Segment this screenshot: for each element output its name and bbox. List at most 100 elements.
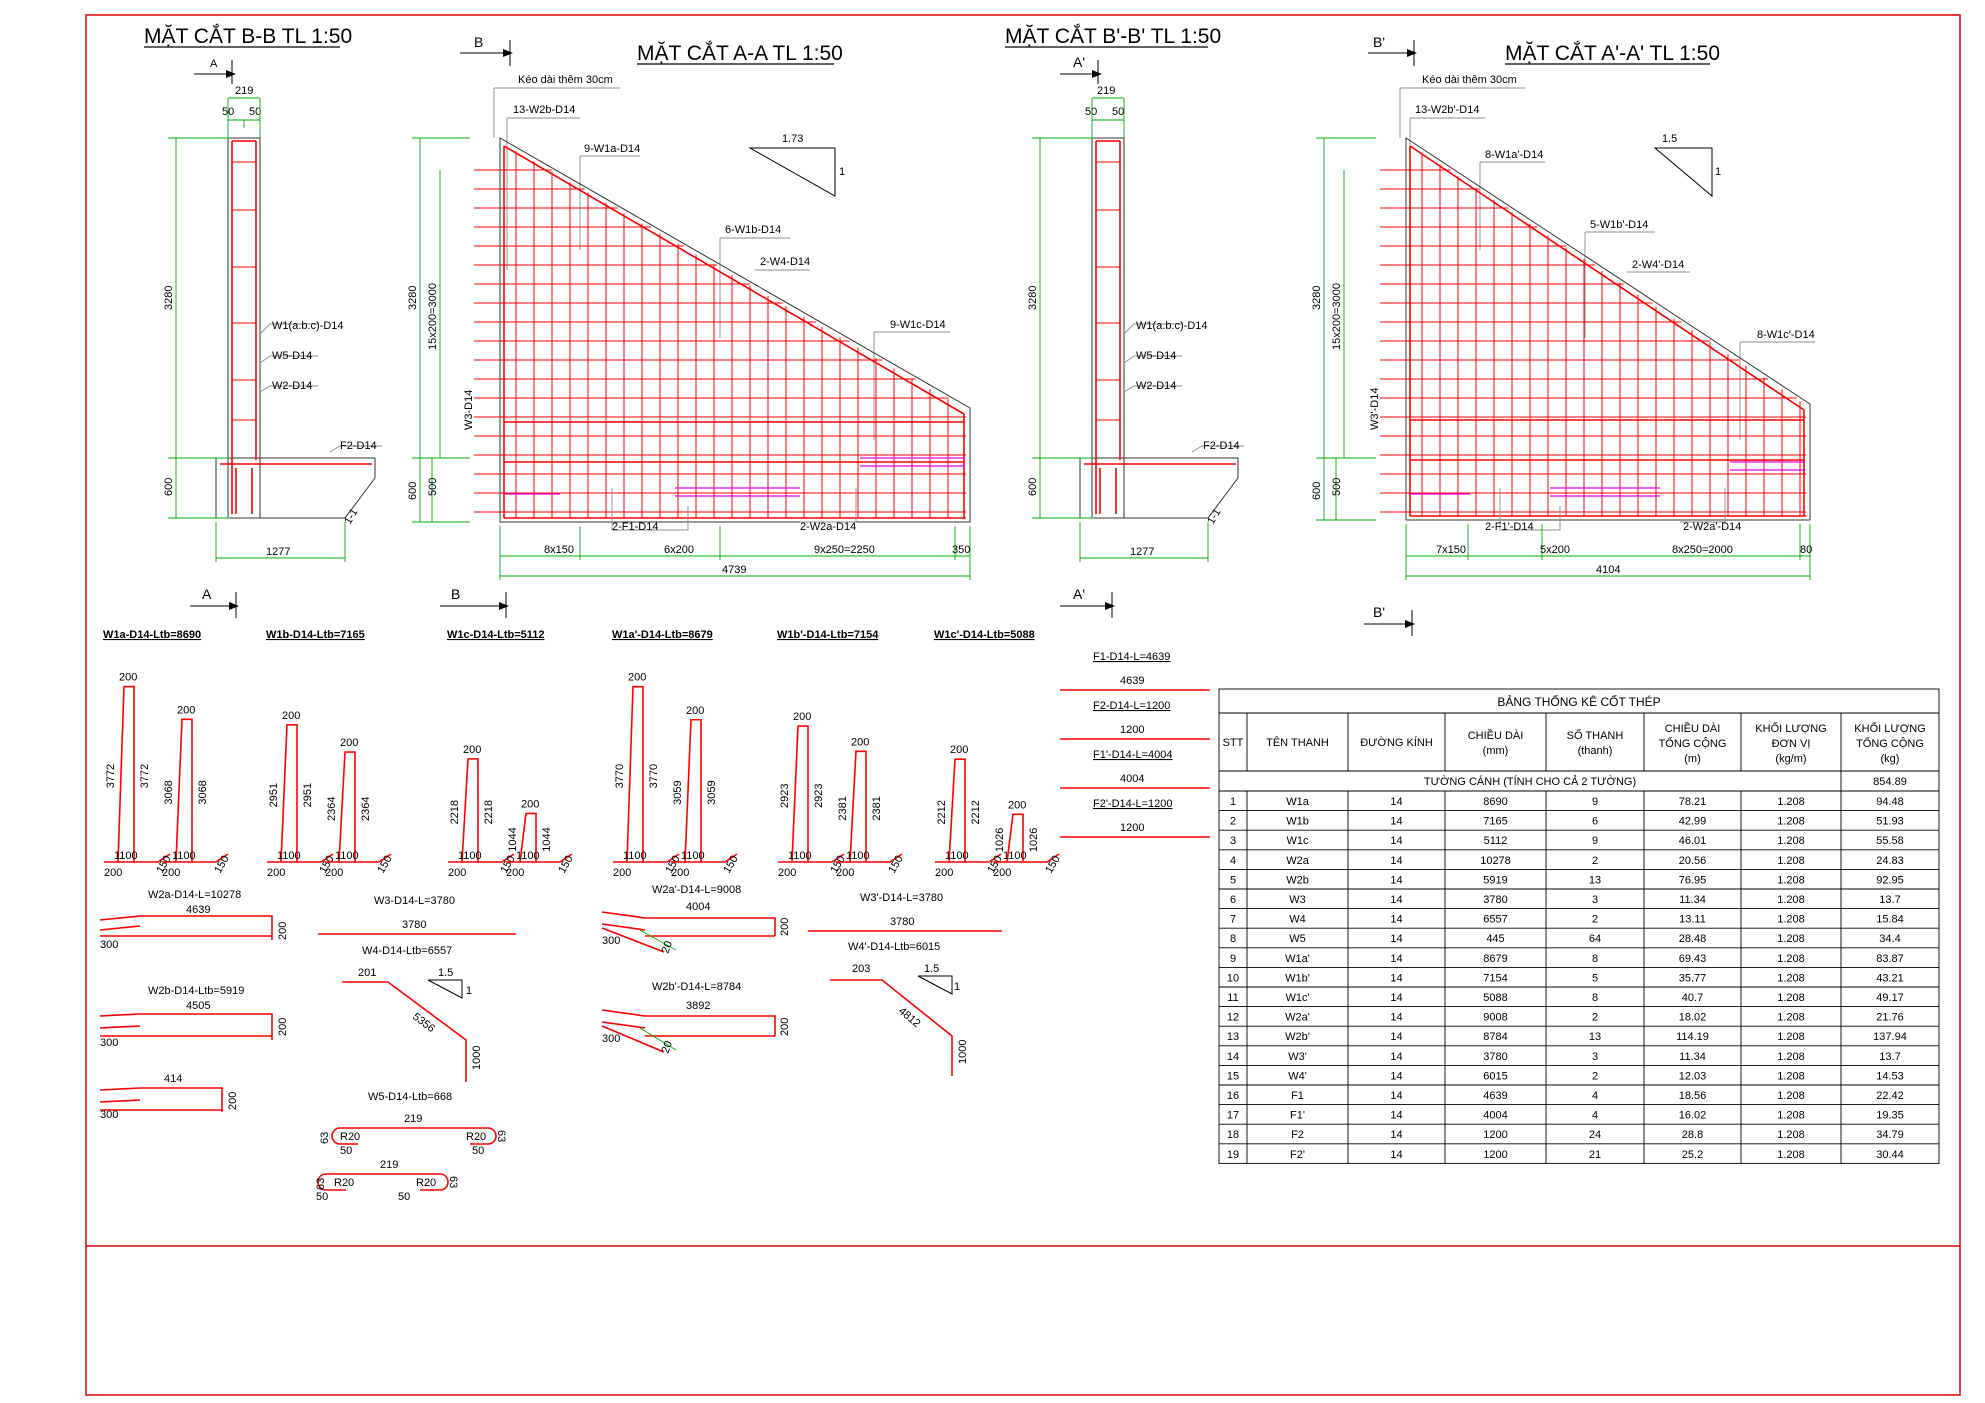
table-cell: 1.208 — [1777, 1070, 1805, 1082]
table-cell: 20.56 — [1679, 855, 1707, 867]
table-cell: 55.58 — [1876, 835, 1904, 847]
bar-w1-top: 200 — [628, 672, 646, 684]
table-header: (thanh) — [1578, 745, 1613, 757]
table-cell: W1a — [1286, 796, 1310, 808]
table-cell: 3 — [1592, 894, 1598, 906]
section-aa-title: MẶT CẮT A-A TL 1:50 — [637, 41, 843, 65]
w5b-r-left: R20 — [334, 1177, 354, 1189]
bar-w1-height: 2381 — [837, 796, 849, 820]
w4-slope: 1.5 — [438, 967, 453, 979]
table-cell: 12 — [1227, 1012, 1239, 1024]
table-cell: 10 — [1227, 972, 1239, 984]
table-cell: 14 — [1390, 894, 1402, 906]
table-cell: 2 — [1592, 1070, 1598, 1082]
table-cell: 1 — [1230, 796, 1236, 808]
bar-w1-name: W1a-D14-Ltb=8690 — [103, 629, 201, 641]
table-cell: 28.48 — [1679, 933, 1707, 945]
bar-w1-height: 3068 — [163, 780, 175, 804]
table-cell: 35.77 — [1679, 972, 1707, 984]
table-cell: 1.208 — [1777, 874, 1805, 886]
bar-w1-shape — [267, 723, 334, 863]
w3p-name: W3'-D14-L=3780 — [860, 892, 943, 904]
bar-w1-height: 2923 — [779, 784, 791, 808]
bar-w1-base-left: 200 — [267, 867, 285, 879]
bb-base-width: 1277 — [266, 546, 290, 558]
bpbp-base-height: 600 — [1027, 478, 1039, 496]
section-bpbp: MẶT CẮT B'-B' TL 1:50 A' 219 50 50 3280 … — [1005, 24, 1244, 562]
bar-w1-base: 1100 — [516, 850, 540, 862]
bar-w1-top: 200 — [177, 704, 195, 716]
table-cell: 14 — [1390, 796, 1402, 808]
aa-height-spacing: 15x200=3000 — [427, 283, 439, 350]
bar-w1-name: W1c-D14-Ltb=5112 — [447, 629, 545, 641]
aa-slope: 1.73 — [782, 133, 803, 145]
table-cell: 14 — [1390, 1090, 1402, 1102]
bar-w1-base-left: 200 — [506, 867, 524, 879]
bb-rebar-w1: W1(a.b.c)-D14 — [272, 320, 344, 332]
apap-base-height: 600 — [1311, 482, 1323, 500]
bpbp-rebar-w2: W2-D14 — [1136, 380, 1176, 392]
bar-w1-height: 1044 — [507, 827, 519, 851]
bar-w1-shape — [836, 750, 903, 863]
table-cell: 1.208 — [1777, 816, 1805, 828]
bar-w1-base: 1100 — [114, 850, 138, 862]
bar-w1-height: 3770 — [614, 764, 626, 788]
bar-w1-shape — [993, 813, 1060, 863]
f2p-name: F2'-D14-L=1200 — [1093, 798, 1172, 810]
w2b-h: 200 — [277, 1018, 289, 1036]
table-cell: 1.208 — [1777, 914, 1805, 926]
w5b-e-left: 50 — [316, 1191, 328, 1203]
table-cell: W5 — [1289, 933, 1306, 945]
bar-w1-height-2: 2212 — [970, 800, 982, 824]
bar-w1-height-2: 1044 — [541, 827, 553, 851]
aa-label-w3: W3-D14 — [463, 390, 475, 430]
table-cell: 94.48 — [1876, 796, 1904, 808]
w5b-s-right: 63 — [447, 1176, 459, 1188]
w4p-slope: 1.5 — [924, 963, 939, 975]
table-cell: 30.44 — [1876, 1149, 1904, 1161]
table-cell: 5 — [1592, 972, 1598, 984]
w5-len2: 219 — [380, 1159, 398, 1171]
table-cell: W1b' — [1285, 972, 1310, 984]
table-cell: 17 — [1227, 1110, 1239, 1122]
table-cell: 11.34 — [1679, 1051, 1706, 1063]
apap-label-w1b: 5-W1b'-D14 — [1590, 219, 1648, 231]
table-cell: 4 — [1592, 1090, 1598, 1102]
w2ap-h: 200 — [779, 918, 791, 936]
table-cell: 14 — [1390, 1110, 1402, 1122]
table-header: SỐ THANH — [1567, 728, 1624, 742]
f1-len: 4639 — [1120, 675, 1144, 687]
table-cell: 1.208 — [1777, 1031, 1805, 1043]
aa-label-w2a: 2-W2a-D14 — [800, 521, 856, 533]
aa-dim-1: 8x150 — [544, 544, 574, 556]
table-cell: 21.76 — [1876, 1012, 1904, 1024]
table-cell: 92.95 — [1876, 874, 1904, 886]
bar-w1-base: 1100 — [846, 850, 870, 862]
table-cell: 18.56 — [1679, 1090, 1707, 1102]
aa-base-height: 600 — [407, 482, 419, 500]
bar-w1-height: 2212 — [936, 800, 948, 824]
table-cell: 14 — [1390, 992, 1402, 1004]
bar-w1-base: 1100 — [1003, 850, 1027, 862]
table-cell: 4 — [1592, 1110, 1598, 1122]
table-cell: W1a' — [1285, 953, 1310, 965]
table-header: TỔNG CỘNG — [1856, 737, 1924, 750]
table-cell: 3780 — [1483, 1051, 1507, 1063]
w5-r-left: R20 — [340, 1131, 360, 1143]
table-cell: 1200 — [1483, 1129, 1507, 1141]
table-cell: 114.19 — [1676, 1031, 1709, 1043]
table-cell: 6 — [1230, 894, 1236, 906]
table-cell: 14 — [1390, 855, 1402, 867]
table-cell: 9 — [1592, 796, 1598, 808]
bar-w1-height-2: 1026 — [1028, 828, 1040, 852]
section-bpbp-title: MẶT CẮT B'-B' TL 1:50 — [1005, 24, 1221, 48]
table-cell: 1.208 — [1777, 953, 1805, 965]
table-cell: 5088 — [1483, 992, 1507, 1004]
apap-height-spacing: 15x200=3000 — [1331, 283, 1343, 350]
table-cell: 137.94 — [1873, 1031, 1907, 1043]
bb-base-height: 600 — [163, 478, 175, 496]
table-cell: 9 — [1230, 953, 1236, 965]
bar-w1-height-2: 2951 — [302, 783, 314, 807]
table-cell: 28.8 — [1682, 1129, 1703, 1141]
